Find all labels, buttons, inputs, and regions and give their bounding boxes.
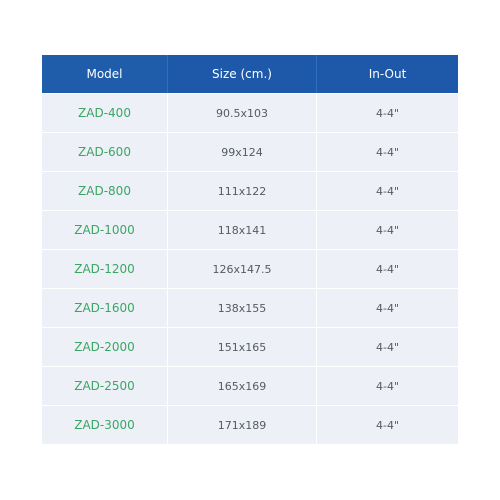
size-cell: 171x189	[167, 405, 316, 444]
spec-table: Model Size (cm.) In-Out ZAD-400 90.5x103…	[42, 55, 458, 444]
model-cell: ZAD-2500	[42, 366, 167, 405]
table-row: ZAD-600 99x124 4-4"	[42, 132, 458, 171]
size-cell: 151x165	[167, 327, 316, 366]
in-out-cell: 4-4"	[316, 171, 458, 210]
column-header-in-out: In-Out	[316, 55, 458, 93]
model-cell: ZAD-1000	[42, 210, 167, 249]
model-cell: ZAD-600	[42, 132, 167, 171]
size-cell: 138x155	[167, 288, 316, 327]
model-cell: ZAD-400	[42, 93, 167, 132]
column-header-model: Model	[42, 55, 167, 93]
table-row: ZAD-3000 171x189 4-4"	[42, 405, 458, 444]
table-row: ZAD-400 90.5x103 4-4"	[42, 93, 458, 132]
size-cell: 111x122	[167, 171, 316, 210]
size-cell: 118x141	[167, 210, 316, 249]
size-cell: 165x169	[167, 366, 316, 405]
table-row: ZAD-800 111x122 4-4"	[42, 171, 458, 210]
size-cell: 99x124	[167, 132, 316, 171]
in-out-cell: 4-4"	[316, 132, 458, 171]
column-header-size: Size (cm.)	[167, 55, 316, 93]
table-row: ZAD-1600 138x155 4-4"	[42, 288, 458, 327]
model-cell: ZAD-1600	[42, 288, 167, 327]
model-cell: ZAD-3000	[42, 405, 167, 444]
in-out-cell: 4-4"	[316, 327, 458, 366]
table-row: ZAD-1000 118x141 4-4"	[42, 210, 458, 249]
in-out-cell: 4-4"	[316, 366, 458, 405]
model-cell: ZAD-1200	[42, 249, 167, 288]
model-cell: ZAD-2000	[42, 327, 167, 366]
table-row: ZAD-2000 151x165 4-4"	[42, 327, 458, 366]
in-out-cell: 4-4"	[316, 405, 458, 444]
size-cell: 90.5x103	[167, 93, 316, 132]
in-out-cell: 4-4"	[316, 249, 458, 288]
size-cell: 126x147.5	[167, 249, 316, 288]
in-out-cell: 4-4"	[316, 288, 458, 327]
table-row: ZAD-2500 165x169 4-4"	[42, 366, 458, 405]
model-cell: ZAD-800	[42, 171, 167, 210]
table-row: ZAD-1200 126x147.5 4-4"	[42, 249, 458, 288]
in-out-cell: 4-4"	[316, 210, 458, 249]
in-out-cell: 4-4"	[316, 93, 458, 132]
spec-table-container: Model Size (cm.) In-Out ZAD-400 90.5x103…	[42, 55, 458, 444]
table-header-row: Model Size (cm.) In-Out	[42, 55, 458, 93]
